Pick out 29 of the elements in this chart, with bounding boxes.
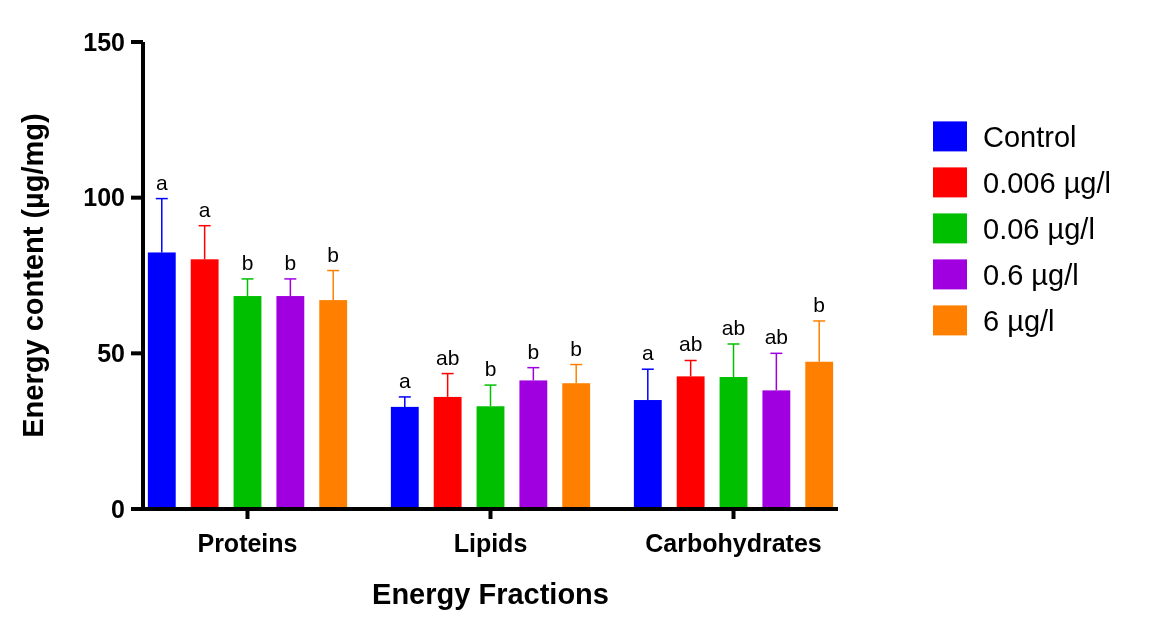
x-tick-label: Carbohydrates — [645, 529, 822, 557]
y-tick-label: 100 — [83, 183, 125, 212]
data-label: b — [484, 357, 497, 381]
data-label: b — [241, 250, 254, 274]
x-tick-label: Proteins — [197, 529, 298, 557]
legend-label: Control — [983, 120, 1077, 153]
data-label: b — [527, 339, 540, 363]
data-label: a — [155, 170, 168, 194]
data-label: b — [327, 242, 340, 266]
x-axis-title: Energy Fractions — [372, 578, 609, 610]
y-tick-label: 50 — [97, 339, 125, 368]
data-label: a — [198, 197, 211, 221]
data-label: ab — [678, 332, 703, 356]
data-label: b — [284, 250, 297, 274]
legend-label: 0.6 µg/l — [983, 258, 1079, 291]
data-label: b — [813, 292, 826, 316]
y-tick-label: 0 — [111, 494, 125, 523]
data-label: ab — [721, 315, 746, 339]
legend-label: 6 µg/l — [983, 304, 1055, 337]
data-label: a — [641, 341, 654, 365]
legend-label: 0.06 µg/l — [983, 212, 1095, 245]
x-tick-label: Lipids — [453, 529, 528, 557]
data-label: ab — [764, 325, 789, 349]
data-label: a — [398, 368, 411, 392]
y-tick-label: 150 — [83, 27, 125, 56]
data-label: b — [570, 336, 583, 360]
data-label: ab — [435, 345, 460, 369]
legend-label: 0.006 µg/l — [983, 166, 1111, 199]
y-axis-title: Energy content (µg/mg) — [17, 113, 49, 438]
